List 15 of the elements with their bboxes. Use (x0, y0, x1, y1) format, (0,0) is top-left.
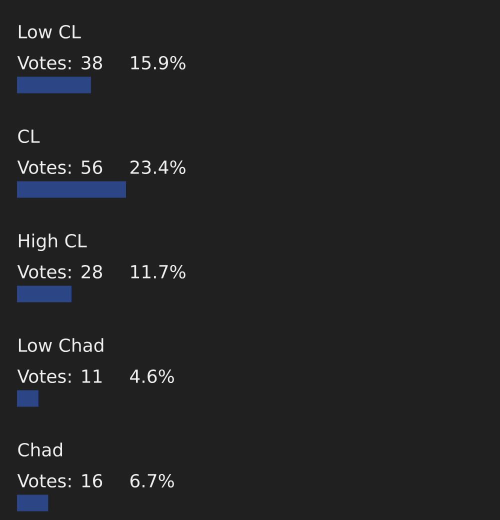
text: 6.7% (130, 474, 174, 488)
y-tick-label: Low Chad (18, 338, 104, 352)
y-tick-label: Low CL (18, 24, 81, 39)
text: 15.9% (131, 56, 186, 70)
data-label: Votes: 11 (17, 370, 102, 384)
y-tick-label: CL (18, 129, 40, 144)
data-label: Votes: 28 (17, 264, 102, 279)
text: 4.6% (130, 369, 174, 384)
data-label: Votes: 38 (17, 56, 102, 70)
text: 11.7% (131, 264, 186, 279)
data-label: Votes: 16 (17, 474, 102, 488)
text: 23.4% (130, 160, 186, 174)
y-tick-label: Chad (18, 442, 62, 457)
y-tick-label: High CL (18, 234, 87, 252)
data-label: Votes: 56 (17, 160, 102, 174)
